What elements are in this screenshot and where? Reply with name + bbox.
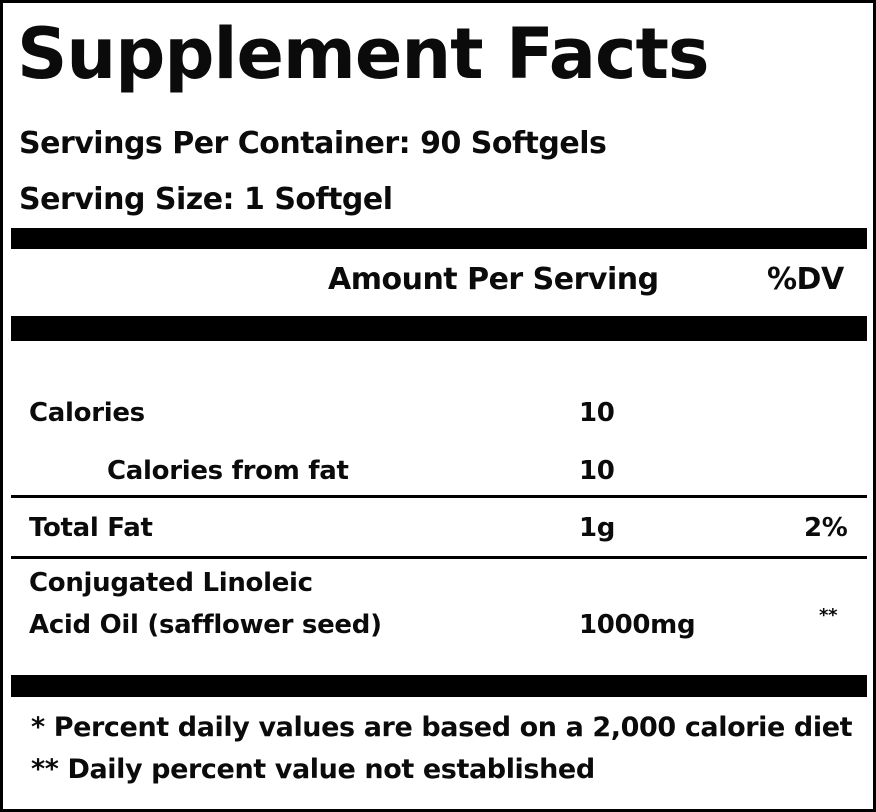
row-cla-name-line2: Acid Oil (safflower seed) (29, 610, 382, 640)
row-calories-from-fat-amount: 10 (579, 456, 615, 486)
dv-header: %DV (767, 262, 844, 297)
serving-size: Serving Size: 1 Softgel (19, 182, 393, 217)
row-total-fat-name: Total Fat (29, 513, 153, 543)
footnote-not-established: ** Daily percent value not established (31, 754, 595, 785)
row-cla-amount: 1000mg (579, 610, 696, 640)
amount-per-serving-header: Amount Per Serving (328, 262, 659, 297)
thick-divider-top (11, 228, 867, 249)
panel-title: Supplement Facts (17, 13, 710, 95)
divider-cla (11, 556, 867, 559)
row-calories-name: Calories (29, 398, 145, 428)
divider-total-fat (11, 495, 867, 498)
footnote-daily-values: * Percent daily values are based on a 2,… (31, 712, 853, 743)
servings-per-container: Servings Per Container: 90 Softgels (19, 126, 607, 161)
row-total-fat-dv: 2% (804, 513, 848, 543)
row-calories-from-fat-name: Calories from fat (107, 456, 349, 486)
row-cla-name-line1: Conjugated Linoleic (29, 568, 313, 598)
thick-divider-header (11, 316, 867, 341)
thick-divider-bottom (11, 675, 867, 697)
row-cla-dv: ** (819, 605, 838, 626)
row-calories-amount: 10 (579, 398, 615, 428)
row-total-fat-amount: 1g (579, 513, 616, 543)
